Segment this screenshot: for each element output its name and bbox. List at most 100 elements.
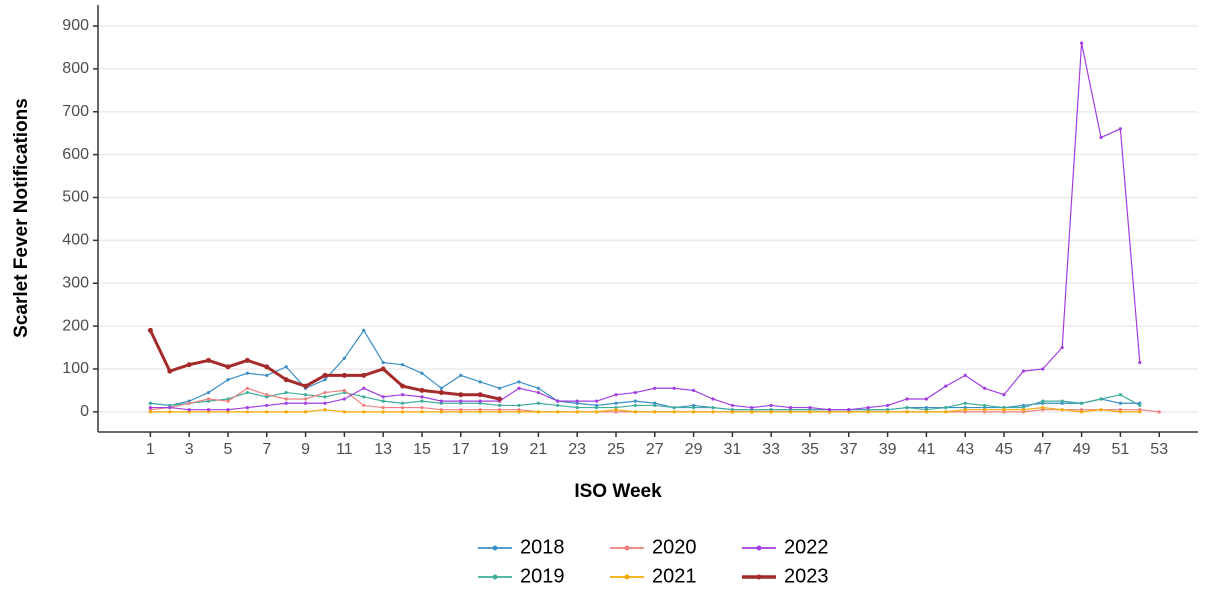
data-point (206, 408, 211, 412)
data-point (439, 410, 443, 414)
data-point (168, 405, 172, 410)
data-point (148, 405, 152, 410)
data-point (750, 410, 754, 414)
data-point (556, 399, 560, 403)
data-point (982, 403, 987, 408)
y-axis-title: Scarlet Fever Notifications (11, 98, 32, 338)
data-point (420, 410, 424, 414)
data-point (1041, 399, 1045, 403)
data-point (1002, 408, 1006, 412)
x-tick-label: 33 (762, 441, 780, 458)
data-point (420, 395, 424, 399)
data-point (381, 405, 385, 410)
data-point (186, 362, 192, 368)
y-tick-label: 300 (62, 274, 89, 291)
y-tick-label: 0 (80, 403, 89, 420)
data-point (497, 403, 502, 408)
x-tick-label: 45 (995, 441, 1013, 458)
data-point (265, 393, 269, 397)
data-point (459, 410, 463, 414)
data-point (168, 410, 172, 414)
data-point (303, 401, 308, 405)
data-point (730, 410, 734, 414)
legend-label: 2019 (520, 565, 565, 587)
data-point (342, 397, 346, 401)
data-point (400, 363, 405, 367)
data-point (478, 399, 482, 403)
data-point (1002, 393, 1006, 397)
y-tick-label: 900 (62, 17, 89, 34)
data-point (381, 360, 385, 365)
x-tick-label: 39 (879, 441, 897, 458)
x-tick-label: 35 (801, 441, 819, 458)
data-point (341, 372, 347, 378)
x-tick-label: 5 (224, 441, 233, 458)
data-point (1138, 403, 1142, 408)
x-tick-label: 3 (185, 441, 194, 458)
data-point (556, 410, 560, 414)
data-point (1138, 360, 1142, 365)
data-point (381, 399, 385, 403)
data-point (362, 410, 366, 414)
y-tick-label: 200 (62, 317, 89, 334)
data-point (633, 410, 637, 414)
series-line (149, 329, 500, 401)
data-point (225, 364, 231, 370)
data-point (264, 364, 270, 370)
legend-swatch-dot (756, 574, 762, 580)
data-point (283, 377, 289, 383)
data-point (419, 387, 425, 393)
data-point (1079, 41, 1084, 45)
data-point (459, 399, 463, 403)
data-point (905, 405, 909, 410)
x-tick-label: 19 (491, 441, 509, 458)
data-point (944, 410, 948, 414)
data-point (497, 396, 503, 402)
data-point (265, 373, 269, 378)
data-point (691, 410, 696, 414)
data-point (653, 410, 657, 414)
data-point (1118, 401, 1122, 405)
data-point (1041, 367, 1045, 371)
data-point (982, 386, 987, 390)
data-point (847, 408, 851, 412)
data-point (633, 399, 637, 403)
x-tick-label: 9 (301, 441, 310, 458)
data-point (1060, 399, 1064, 403)
data-point (147, 327, 153, 333)
data-point (420, 399, 424, 403)
data-point (459, 373, 463, 378)
data-point (944, 384, 948, 388)
x-tick-label: 15 (413, 441, 431, 458)
data-point (245, 371, 249, 375)
x-tick-label: 41 (917, 441, 935, 458)
legend-label: 2022 (784, 536, 829, 558)
legend-label: 2018 (520, 536, 565, 558)
data-point (439, 399, 443, 403)
data-point (381, 395, 385, 399)
x-tick-label: 49 (1073, 441, 1091, 458)
data-point (750, 405, 754, 410)
data-point (827, 408, 831, 412)
data-point (575, 399, 579, 403)
x-tick-label: 31 (723, 441, 741, 458)
x-tick-label: 13 (374, 441, 392, 458)
data-point (536, 390, 540, 395)
data-point (478, 380, 482, 384)
data-point (323, 395, 327, 399)
data-point (342, 388, 346, 393)
data-point (653, 386, 657, 390)
data-point (206, 390, 211, 395)
series-line (150, 43, 1141, 411)
data-point (284, 401, 288, 405)
data-point (963, 373, 967, 378)
data-point (400, 393, 405, 397)
data-point (924, 397, 928, 401)
data-point (362, 328, 366, 332)
x-tick-label: 11 (336, 441, 353, 458)
data-point (284, 365, 288, 369)
data-point (400, 410, 405, 414)
data-point (284, 397, 288, 401)
data-point (497, 386, 502, 390)
